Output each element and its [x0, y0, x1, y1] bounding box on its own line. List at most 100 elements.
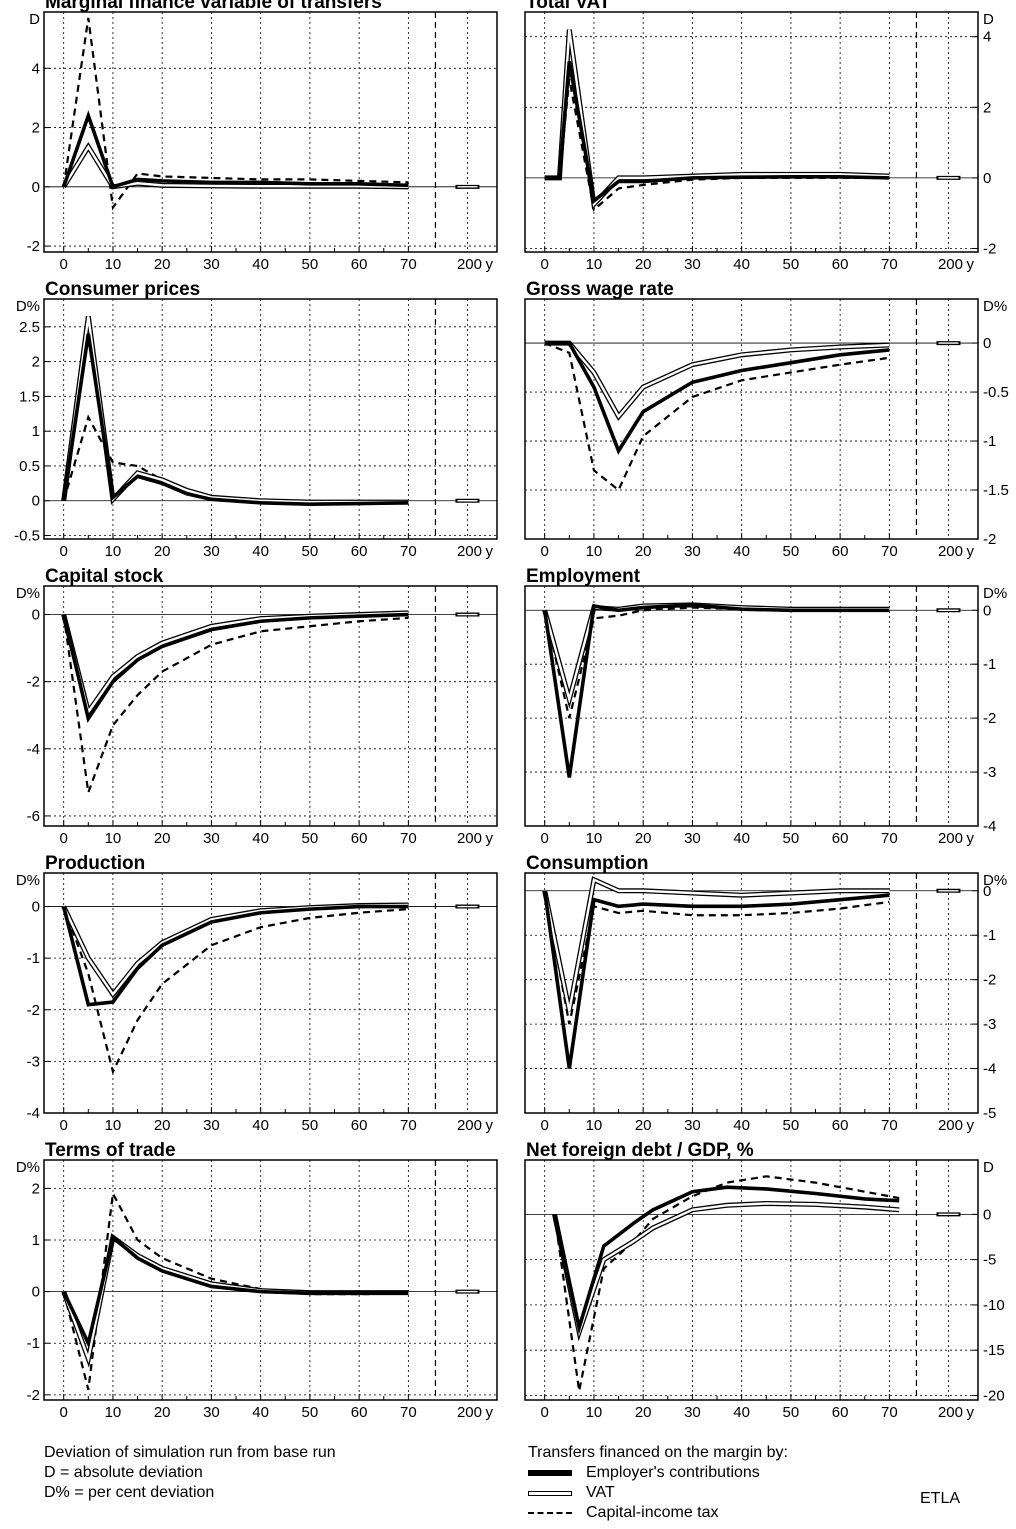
y-tick-label: -4 [983, 818, 996, 835]
x-tick-label-far: 200 [938, 1404, 963, 1421]
x-unit-label: y [966, 1117, 974, 1134]
chart-panel: Consumer prices -0.5 0 0.5 1 1.5 2 2.5 D% 0 10 20 30… [14, 279, 498, 560]
unit-label: D [983, 11, 994, 28]
y-tick-label: -20 [983, 1387, 1005, 1404]
x-tick-label: 20 [154, 830, 171, 847]
chart-title: Net foreign debt / GDP, % [526, 1140, 754, 1161]
x-tick-label: 60 [351, 256, 368, 273]
x-tick-label: 60 [351, 1117, 368, 1134]
x-tick-label-far: 200 [457, 830, 482, 847]
x-tick-label: 50 [783, 1404, 800, 1421]
x-tick-label: 40 [733, 1117, 750, 1134]
y-tick-label: -1 [983, 927, 996, 944]
x-tick-label: 10 [586, 1117, 603, 1134]
x-tick-label: 40 [733, 256, 750, 273]
legend-swatch-dashed [528, 1512, 572, 1514]
y-tick-label: -5 [983, 1105, 996, 1122]
chart-panel: Net foreign debt / GDP, % -20 -15 -10 -5 0 D 0 1… [524, 1140, 1005, 1421]
x-tick-label: 40 [252, 256, 269, 273]
x-unit-label: y [485, 256, 493, 273]
y-tick-label: 0 [32, 493, 40, 510]
chart-panel: Employment-4-3-2-10D%0 10 20 30 40 50 60 70 200 y [524, 566, 1007, 847]
chart-panel: Terms of trade -2 -1 0 1 2 D% 0 10 20 30 40 50 60 70 20… [16, 1140, 498, 1421]
series-line-employer [61, 333, 409, 507]
x-tick-label-far: 200 [938, 830, 963, 847]
series-line-capital-income-tax [543, 606, 890, 719]
x-tick-label: 50 [783, 256, 800, 273]
y-tick-label: -4 [27, 741, 40, 758]
series-line-employer [61, 612, 409, 724]
x-tick-label: 70 [400, 1117, 417, 1134]
y-tick-label: 0 [32, 1284, 40, 1301]
x-tick-label: 20 [635, 830, 652, 847]
x-tick-label-far: 200 [457, 543, 482, 560]
x-tick-label-far: 200 [938, 543, 963, 560]
plot-frame [524, 298, 979, 540]
x-unit-label: y [966, 830, 974, 847]
unit-label: D% [16, 298, 40, 315]
x-tick-label: 40 [733, 543, 750, 560]
x-tick-label: 30 [203, 1117, 220, 1134]
x-tick-label-far: 200 [457, 1117, 482, 1134]
x-tick-label: 0 [60, 256, 68, 273]
series-line-employer [544, 341, 890, 455]
series-line-capital-income-tax [62, 414, 409, 504]
plot-frame [43, 872, 498, 1114]
x-tick-label: 30 [203, 830, 220, 847]
y-tick-label: -1 [27, 1335, 40, 1352]
x-tick-label-far: 200 [457, 256, 482, 273]
y-tick-label: 0 [32, 607, 40, 624]
x-tick-label: 50 [302, 830, 319, 847]
series-line-vat-inner [62, 316, 409, 504]
y-tick-label: -1 [27, 950, 40, 967]
y-tick-label: -0.5 [14, 528, 40, 545]
x-tick-label: 60 [832, 543, 849, 560]
unit-label: D% [983, 298, 1007, 315]
unit-label: D% [983, 585, 1007, 602]
chart-panel: Production -4 -3 -2 -1 0 D% 0 10 20 30 40 50 60 70 200 y [16, 853, 498, 1134]
x-tick-label: 10 [105, 830, 122, 847]
y-tick-label: -2 [27, 238, 40, 255]
series-line-capital-income-tax [62, 17, 409, 211]
y-tick-label: -1 [983, 433, 996, 450]
plot-frame [43, 585, 498, 827]
series-line-vat-inner [62, 1235, 409, 1364]
x-tick-label: 10 [105, 256, 122, 273]
x-tick-label: 30 [684, 543, 701, 560]
x-tick-label: 20 [635, 1404, 652, 1421]
plot-frame [43, 11, 498, 253]
y-tick-label: -2 [983, 972, 996, 989]
x-tick-label: 70 [881, 543, 898, 560]
x-tick-label: 40 [252, 830, 269, 847]
legend-label-employer: Employer's contributions [586, 1464, 760, 1481]
y-tick-label: -5 [983, 1252, 996, 1269]
x-tick-label: 30 [684, 1117, 701, 1134]
y-tick-label: -4 [27, 1105, 40, 1122]
x-tick-label: 0 [541, 1117, 549, 1134]
x-unit-label: y [485, 830, 493, 847]
x-tick-label: 60 [832, 1117, 849, 1134]
x-tick-label: 60 [832, 1404, 849, 1421]
series-line-employer [544, 61, 890, 205]
x-tick-label: 30 [684, 256, 701, 273]
x-tick-label: 10 [105, 543, 122, 560]
y-tick-label: 0 [32, 899, 40, 916]
series-line-employer [62, 1234, 409, 1349]
x-tick-label: 10 [586, 543, 603, 560]
x-tick-label: 40 [252, 543, 269, 560]
series-line-employer [552, 1185, 900, 1335]
chart-title: Consumption [526, 853, 648, 874]
y-tick-label: 1 [32, 1232, 40, 1249]
y-tick-label: 1 [32, 423, 40, 440]
x-unit-label: y [485, 543, 493, 560]
y-tick-label: -1.5 [983, 482, 1009, 499]
legend: Transfers financed on the margin by: Emp… [528, 1443, 788, 1523]
x-tick-label: 20 [635, 543, 652, 560]
x-tick-label: 20 [154, 1117, 171, 1134]
x-tick-label: 30 [203, 256, 220, 273]
y-tick-label: -3 [983, 764, 996, 781]
legend-item-vat: VAT [528, 1483, 788, 1503]
y-tick-label: -4 [983, 1061, 996, 1078]
legend-label-capital: Capital-income tax [586, 1504, 719, 1521]
